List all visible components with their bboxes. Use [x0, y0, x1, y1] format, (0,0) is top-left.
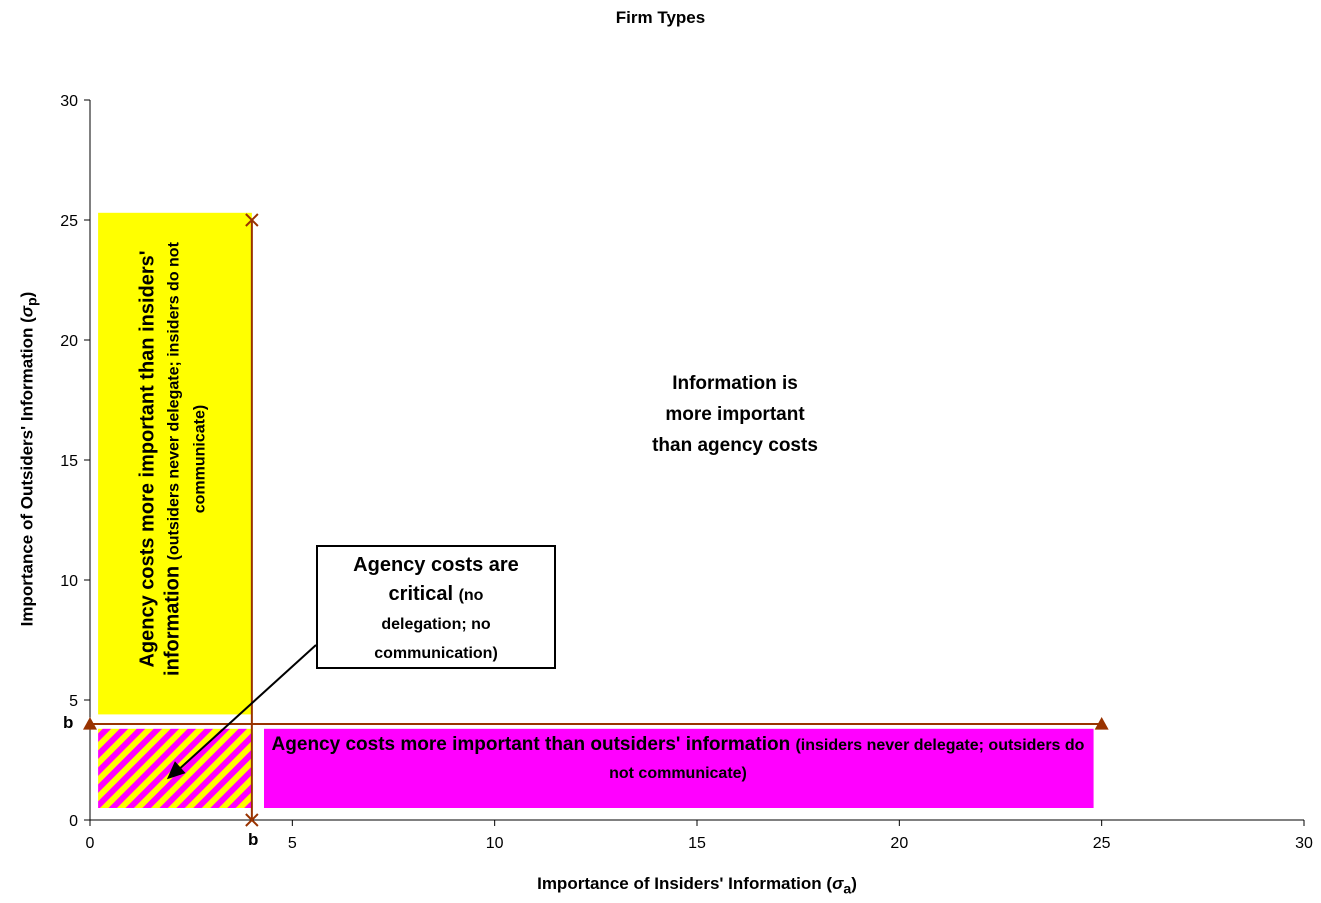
x-b-label: b [248, 830, 259, 849]
chart-marks [83, 213, 1109, 827]
callout-note: (no [458, 587, 484, 604]
magenta-region-label: Agency costs more important than outside… [262, 731, 1094, 787]
callout-bold: critical [388, 583, 454, 605]
magenta-region-label-bold: Agency costs more important than outside… [271, 734, 791, 755]
x-axis-label: Importance of Insiders' Information (σa) [90, 874, 1304, 897]
y-axis-label-text: Importance of Outsiders' Information ( [17, 317, 37, 627]
y-tick-label: 30 [60, 93, 78, 110]
x-axis-sub: a [843, 881, 852, 898]
callout-line: critical (no [318, 580, 554, 610]
y-axis-label-close: ) [17, 291, 37, 298]
y-tick-label: 25 [60, 213, 78, 230]
x-tick-label: 20 [890, 835, 908, 852]
chart-axes: 0 5 10 15 20 25 30 0 5 10 15 20 25 30 [60, 93, 1313, 852]
y-tick-label: 20 [60, 333, 78, 350]
callout-arrow [166, 644, 317, 780]
x-axis-sigma: σ [832, 874, 844, 893]
agency-critical-callout: Agency costs are critical (no delegation… [316, 545, 556, 669]
chart-regions [98, 212, 1094, 808]
y-axis-sigma: σ [17, 305, 37, 318]
magenta-region-label-note: (insiders never delegate; outsiders do n… [609, 737, 1085, 782]
triangle-marker-point [1094, 717, 1109, 730]
y-b-label: b [63, 713, 74, 732]
x-marker-point [245, 213, 259, 227]
x-tick-label: 25 [1093, 835, 1111, 852]
y-tick-label: 15 [60, 453, 78, 470]
y-axis-sub: p [24, 297, 41, 306]
callout-arrow-line [176, 644, 317, 772]
y-axis-label: Importance of Outsiders' Information (σp… [17, 199, 42, 719]
y-tick-label: 5 [69, 693, 78, 710]
information-region-label: Information is more important than agenc… [560, 368, 910, 461]
chart-title: Firm Types [615, 8, 706, 27]
information-label-line: more important [665, 404, 805, 425]
callout-line: delegation; no [381, 616, 491, 633]
x-marker-point [245, 813, 259, 827]
x-axis-label-close: ) [851, 874, 857, 893]
triangle-marker-point [83, 717, 97, 730]
x-tick-label: 5 [288, 835, 297, 852]
callout-arrow-head [166, 761, 186, 780]
callout-line: communication) [374, 645, 498, 662]
x-tick-label: 0 [86, 835, 95, 852]
x-axis-label-text: Importance of Insiders' Information ( [537, 874, 833, 893]
information-label-line: Information is [672, 373, 798, 394]
magenta-region [264, 728, 1094, 808]
yellow-region-label-note: (outsiders never delegate; insiders do n… [165, 242, 209, 561]
information-label-line: than agency costs [652, 435, 818, 456]
yellow-region [98, 212, 252, 715]
callout-line: Agency costs are [353, 554, 519, 576]
x-tick-label: 15 [688, 835, 706, 852]
x-tick-label: 30 [1295, 835, 1313, 852]
y-tick-label: 10 [60, 573, 78, 590]
yellow-region-label: Agency costs more important than insider… [136, 229, 213, 689]
y-tick-label: 0 [69, 813, 78, 830]
x-tick-label: 10 [486, 835, 504, 852]
